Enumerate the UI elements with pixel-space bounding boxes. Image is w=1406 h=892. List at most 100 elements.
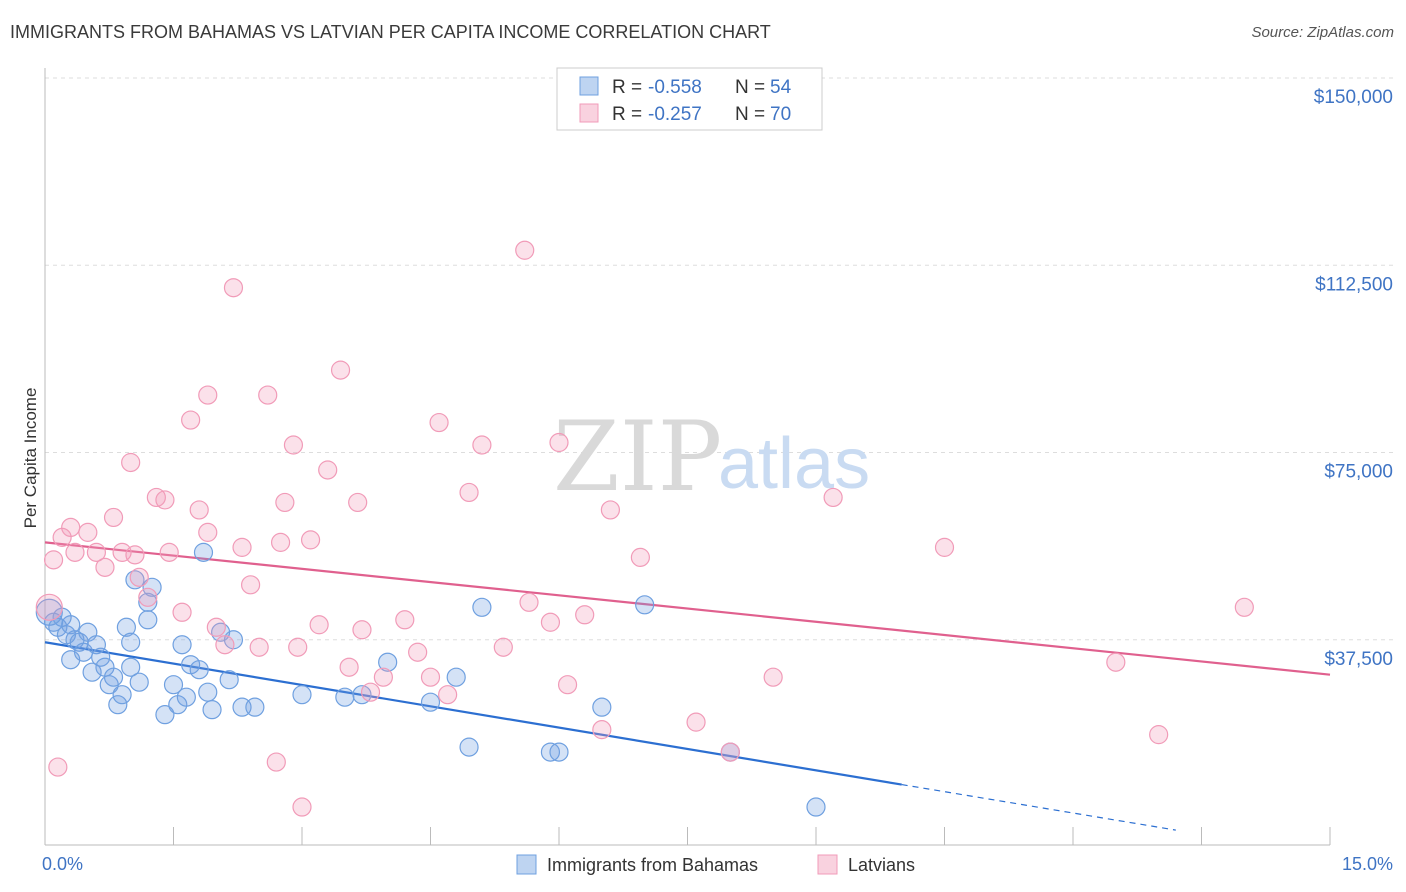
point-latvians-60 — [934, 537, 955, 557]
point-latvians-5 — [78, 522, 98, 542]
y-tick-label-3: $150,000 — [1314, 87, 1393, 108]
point-latvians-10 — [121, 452, 141, 473]
y-tick-label-0: $37,500 — [1324, 649, 1393, 670]
point-bahamas-11 — [82, 662, 102, 682]
x-tick-labels: 0.0% 15.0% — [42, 854, 1393, 874]
point-latvians-16 — [159, 542, 179, 562]
point-latvians-15 — [155, 490, 175, 510]
point-latvians-64 — [48, 757, 68, 777]
point-bahamas-18 — [112, 685, 132, 705]
watermark-atlas: atlas — [718, 424, 870, 504]
point-latvians-50 — [540, 612, 561, 632]
point-latvians-45 — [438, 685, 458, 705]
point-bahamas-20 — [121, 632, 141, 652]
point-latvians-35 — [330, 360, 351, 380]
point-latvians-33 — [309, 615, 329, 635]
point-latvians-39 — [360, 682, 381, 702]
legend-label-latvians: Latvians — [848, 855, 915, 875]
point-latvians-65 — [266, 752, 286, 772]
point-bahamas-33 — [189, 660, 209, 680]
point-latvians-11 — [125, 545, 145, 565]
point-latvians-32 — [300, 530, 321, 550]
point-bahamas-36 — [202, 700, 222, 720]
point-bahamas-30 — [172, 635, 192, 655]
trend-lines — [44, 541, 1331, 831]
axes — [44, 68, 1331, 846]
point-bahamas-5 — [61, 615, 81, 635]
trend-line-latvians — [44, 541, 1331, 676]
point-bahamas-13 — [91, 647, 111, 667]
point-bahamas-42 — [292, 685, 312, 705]
point-latvians-57 — [720, 742, 740, 762]
point-latvians-44 — [429, 412, 449, 433]
point-latvians-31 — [288, 637, 308, 657]
stats-r-label-bahamas: R = — [612, 77, 642, 98]
point-latvians-27 — [258, 385, 278, 405]
point-bahamas-55 — [806, 797, 826, 817]
point-latvians-28 — [270, 532, 291, 552]
point-latvians-40 — [373, 667, 393, 687]
point-latvians-23 — [223, 278, 244, 298]
point-latvians-7 — [95, 557, 115, 577]
stats-r-value-bahamas: -0.558 — [648, 77, 702, 98]
point-latvians-3 — [61, 517, 81, 538]
stats-box: R = -0.558 N = 54 R = -0.257 N = 70 — [556, 67, 823, 131]
point-latvians-21 — [206, 617, 226, 637]
chart-source: Source: ZipAtlas.com — [1251, 24, 1394, 41]
point-bahamas-45 — [378, 652, 398, 672]
point-bahamas-53 — [635, 595, 655, 615]
point-latvians-19 — [189, 500, 209, 520]
trend-line-bahamas — [44, 641, 902, 786]
y-tick-labels: $37,500 $75,000 $112,500 $150,000 — [1314, 87, 1393, 670]
point-latvians-67 — [515, 240, 535, 260]
point-bahamas-26 — [121, 657, 141, 677]
legend-swatch-bahamas — [516, 854, 537, 875]
point-latvians-47 — [472, 435, 492, 455]
point-latvians-0 — [35, 593, 63, 621]
grid-lines — [45, 77, 1395, 641]
point-latvians-1 — [43, 550, 64, 570]
point-latvians-43 — [420, 667, 441, 687]
point-bahamas-17 — [108, 695, 128, 715]
point-bahamas-47 — [446, 667, 466, 687]
point-latvians-62 — [1149, 725, 1169, 745]
point-bahamas-28 — [163, 675, 184, 695]
watermark: ZIP atlas — [553, 401, 870, 513]
point-bahamas-52 — [592, 697, 612, 717]
point-latvians-25 — [241, 575, 261, 595]
point-bahamas-35 — [198, 682, 218, 702]
y-tick-label-1: $75,000 — [1324, 462, 1393, 483]
data-points — [35, 240, 1254, 817]
point-latvians-41 — [395, 610, 415, 630]
point-latvians-13 — [138, 587, 158, 607]
watermark-zip: ZIP — [553, 401, 722, 513]
point-latvians-66 — [292, 797, 312, 817]
point-latvians-6 — [86, 542, 107, 562]
stats-swatch-latvians — [579, 103, 599, 123]
point-bahamas-19 — [116, 617, 136, 637]
point-latvians-37 — [348, 492, 368, 513]
point-latvians-58 — [763, 667, 783, 687]
point-latvians-63 — [1234, 597, 1254, 617]
point-latvians-46 — [459, 482, 479, 503]
point-latvians-17 — [172, 602, 192, 622]
point-bahamas-23 — [138, 610, 158, 630]
point-latvians-38 — [352, 620, 372, 640]
point-bahamas-48 — [459, 737, 479, 757]
point-bahamas-31 — [176, 687, 196, 707]
point-latvians-48 — [493, 637, 513, 657]
point-bahamas-27 — [155, 705, 175, 725]
point-latvians-68 — [557, 675, 578, 695]
stats-n-label-bahamas: N = — [735, 77, 765, 98]
point-latvians-24 — [232, 537, 252, 557]
trend-line-extension-bahamas — [901, 783, 1176, 831]
point-bahamas-12 — [86, 635, 107, 655]
point-latvians-20 — [198, 522, 218, 542]
legend-swatch-latvians — [817, 854, 838, 875]
legend: Immigrants from Bahamas Latvians — [516, 854, 915, 875]
point-bahamas-43 — [335, 687, 355, 707]
point-latvians-36 — [339, 657, 359, 677]
point-latvians-53 — [592, 720, 612, 740]
point-latvians-69 — [198, 385, 218, 405]
